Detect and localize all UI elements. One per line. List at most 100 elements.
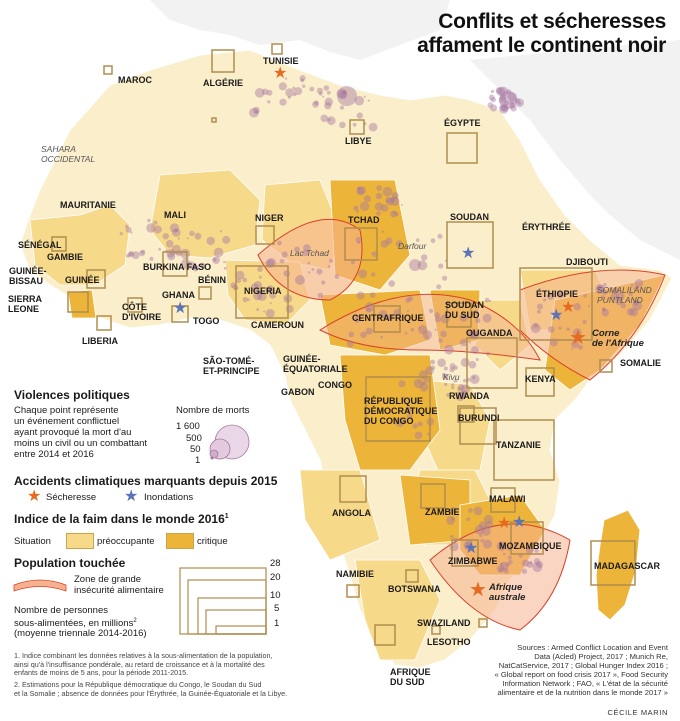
conflict-event-dot	[299, 75, 306, 82]
conflict-event-dot	[172, 228, 181, 237]
country-label-lesotho: LESOTHO	[427, 637, 471, 647]
conflict-event-dot	[475, 358, 479, 361]
conflict-event-dot	[410, 327, 415, 332]
conflict-event-dot	[496, 565, 505, 573]
conflict-event-dot	[125, 224, 128, 228]
legend-people-text: Nombre de personnes sous-alimentées, en …	[14, 605, 137, 629]
conflict-event-dot	[434, 328, 437, 331]
conflict-event-dot	[602, 289, 608, 296]
conflict-event-dot	[446, 515, 456, 525]
conflict-event-dot	[311, 268, 315, 271]
conflict-event-dot	[434, 312, 440, 319]
undernourished-square	[457, 405, 475, 423]
conflict-event-dot	[490, 89, 495, 94]
country-label-nigeria: NIGERIA	[244, 286, 282, 296]
conflict-event-dot	[323, 85, 330, 91]
conflict-event-dot	[412, 423, 418, 429]
conflict-event-dot	[595, 284, 605, 294]
legend-hunger-heading: Indice de la faim dans le monde 20161	[14, 512, 229, 526]
conflict-event-dot	[376, 211, 381, 216]
country-label-ethiopie: ÉTHIOPIE	[536, 289, 579, 299]
country-label-tchad: TCHAD	[348, 215, 380, 225]
conflict-event-dot	[337, 86, 357, 106]
conflict-event-dot	[266, 258, 276, 268]
conflict-event-dot	[380, 240, 389, 248]
conflict-event-dot	[425, 366, 434, 376]
conflict-event-dot	[418, 325, 427, 334]
conflict-event-dot	[293, 92, 297, 97]
conflict-event-dot	[514, 97, 520, 104]
conflict-event-dot	[131, 251, 140, 260]
conflict-event-dot	[463, 541, 471, 549]
conflict-event-dot	[316, 87, 323, 94]
conflict-event-dot	[365, 307, 371, 313]
conflict-event-dot	[128, 251, 133, 256]
conflict-event-dot	[510, 105, 517, 112]
conflict-event-dot	[444, 382, 448, 386]
conflict-event-dot	[162, 233, 169, 240]
conflict-event-dot	[487, 102, 494, 108]
undernourished-square	[590, 540, 636, 586]
undernourished-square	[510, 521, 544, 555]
conflict-event-dot	[612, 287, 620, 295]
conflict-event-dot	[446, 393, 450, 397]
conflict-event-dot	[507, 92, 517, 102]
conflict-event-dot	[430, 238, 436, 244]
conflict-event-dot	[269, 302, 272, 305]
conflict-event-dot	[363, 195, 371, 203]
conflict-event-dot	[634, 279, 644, 288]
conflict-event-dot	[498, 86, 509, 97]
conflict-event-dot	[537, 303, 543, 310]
conflict-event-dot	[336, 88, 347, 99]
conflict-event-dot	[601, 295, 605, 299]
conflict-event-dot	[478, 521, 487, 530]
conflict-event-dot	[451, 386, 455, 390]
conflict-event-dot	[356, 209, 360, 213]
conflict-event-dot	[401, 396, 407, 402]
undernourished-square	[86, 269, 106, 289]
undernourished-square	[493, 419, 555, 481]
conflict-event-dot	[442, 373, 449, 380]
undernourished-square	[446, 132, 478, 164]
conflict-event-dot	[242, 277, 247, 283]
conflict-event-dot	[359, 201, 370, 211]
conflict-event-dot	[460, 389, 468, 397]
conflict-event-dot	[406, 413, 413, 420]
conflict-event-dot	[500, 94, 507, 101]
country-label-namibie: NAMIBIE	[336, 569, 374, 579]
people-squares-legend	[179, 567, 267, 635]
conflict-event-dot	[555, 313, 561, 319]
legend-preoccupante-label: préoccupante	[97, 536, 155, 547]
legend-deaths-50: 50	[190, 444, 201, 455]
conflict-event-dot	[471, 330, 480, 340]
country-label-liberia: LIBERIA	[82, 336, 118, 346]
conflict-event-dot	[357, 186, 366, 195]
conflict-event-dot	[571, 347, 574, 350]
conflict-event-dot	[253, 281, 262, 290]
conflict-event-dot	[257, 291, 267, 301]
country-label-libye: LIBYE	[345, 136, 372, 146]
conflict-event-dot	[499, 562, 503, 566]
legend-flood-label: Inondations	[144, 492, 194, 503]
footnote-1: 1. Indice combinant les données relative…	[14, 651, 273, 677]
conflict-event-dot	[470, 334, 473, 337]
undernourished-square	[374, 624, 396, 646]
conflict-event-dot	[357, 186, 361, 190]
conflict-event-dot	[374, 202, 384, 211]
conflict-event-dot	[558, 326, 562, 330]
conflict-event-dot	[386, 198, 394, 206]
conflict-event-dot	[153, 225, 162, 234]
legend-hunger-note: 1	[224, 513, 229, 520]
conflict-event-dot	[284, 77, 288, 80]
conflict-event-dot	[573, 303, 581, 311]
conflict-event-dot	[408, 295, 414, 301]
conflict-event-dot	[279, 98, 287, 106]
conflict-event-dot	[499, 103, 508, 112]
country-label-djibouti: DJIBOUTI	[566, 257, 609, 267]
conflict-event-dot	[479, 533, 483, 538]
country-label-afrique-sud: AFRIQUE DU SUD	[390, 667, 431, 687]
conflict-event-dot	[481, 527, 491, 536]
conflict-event-dot	[483, 514, 494, 525]
conflict-event-dot	[140, 249, 146, 254]
